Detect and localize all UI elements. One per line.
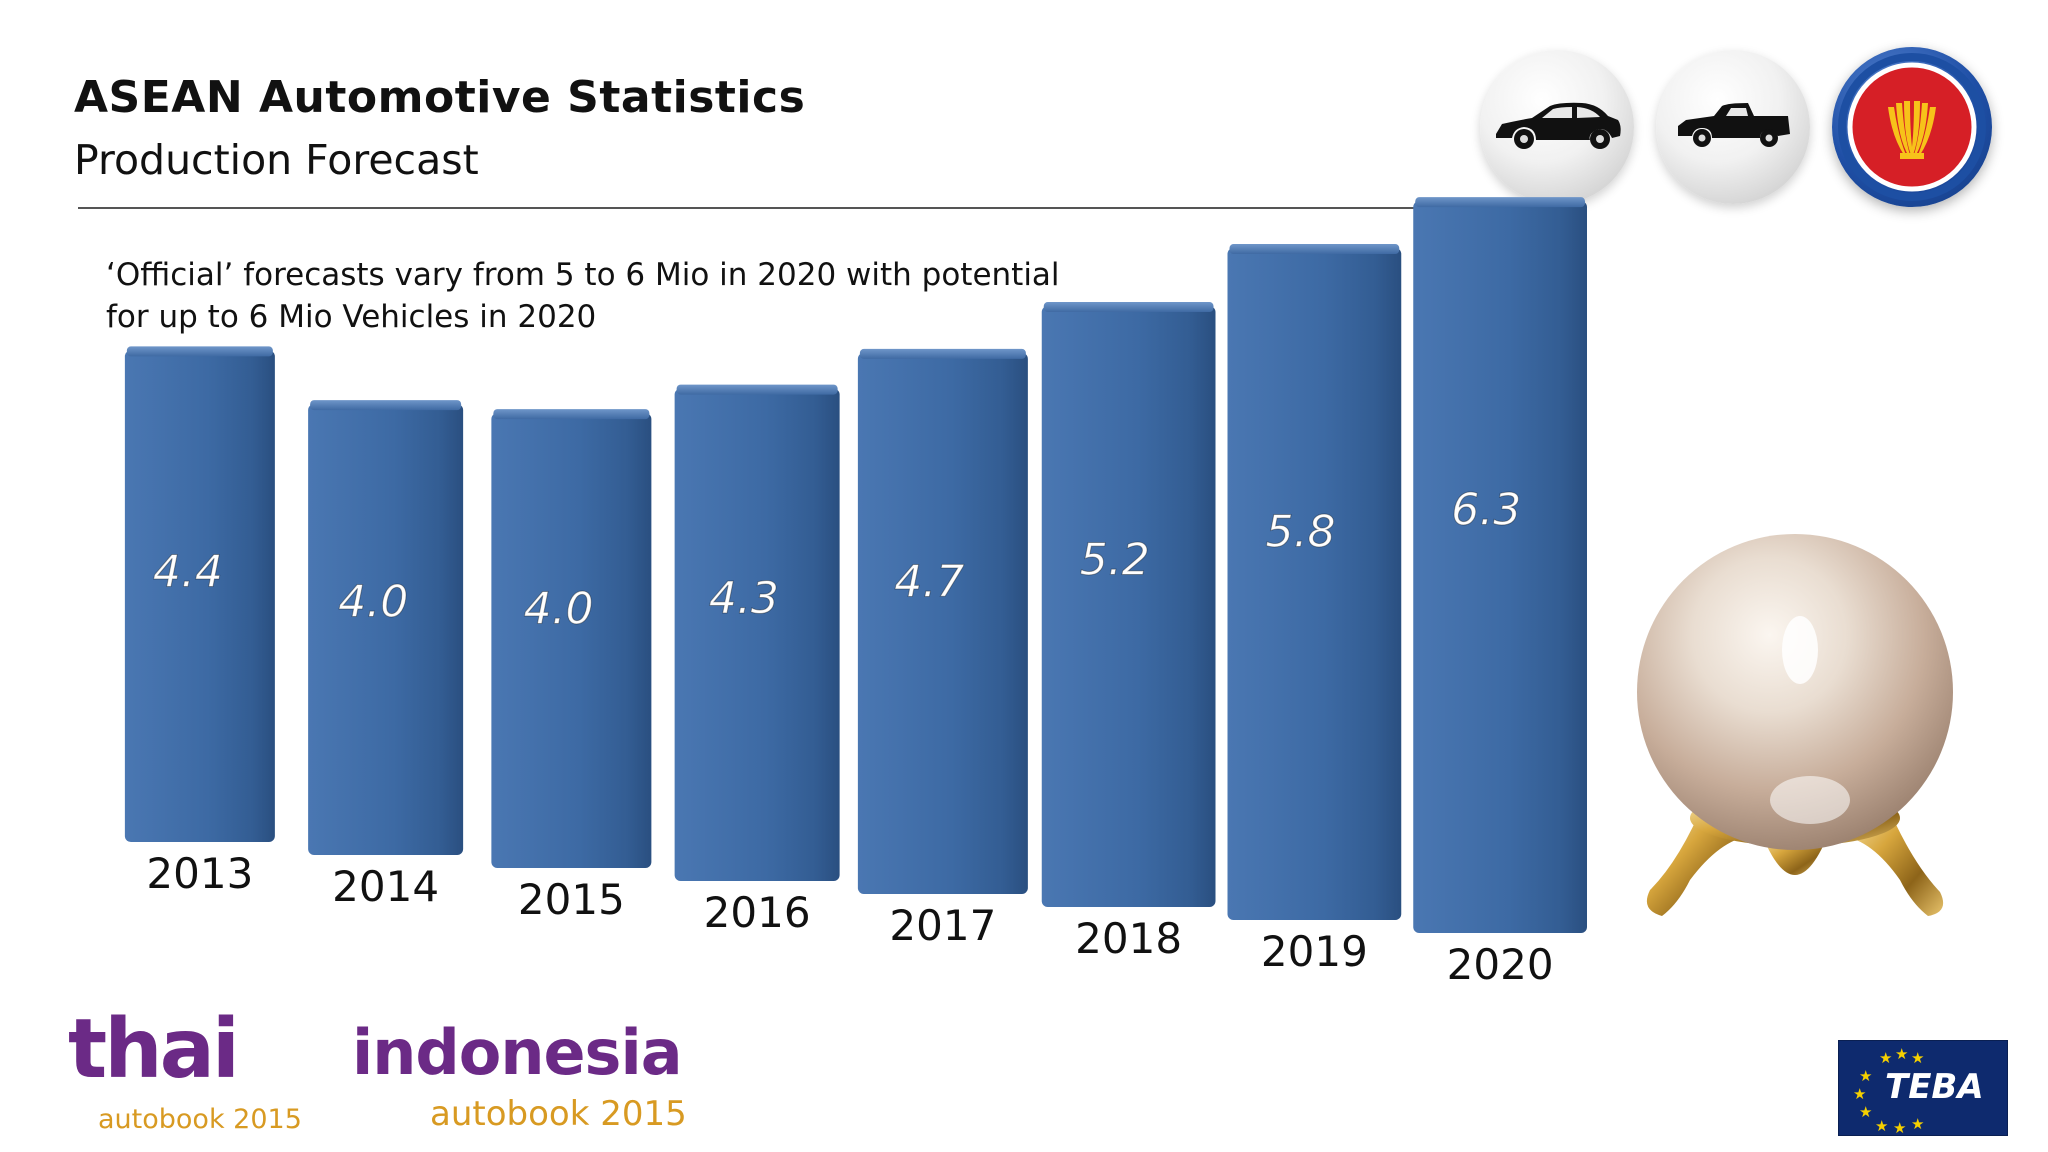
thai-autobook-logo: thai autobook 2015 xyxy=(68,1002,328,1140)
crystal-ball-icon xyxy=(1637,534,1953,916)
indonesia-logo-sub: autobook 2015 xyxy=(430,1094,687,1134)
forecast-note: ‘Official’ forecasts vary from 5 to 6 Mi… xyxy=(106,254,1066,338)
x-axis-year-label: 2017 xyxy=(889,901,996,950)
page-subtitle: Production Forecast xyxy=(74,136,479,184)
forecast-note-line-2: for up to 6 Mio Vehicles in 2020 xyxy=(106,299,597,335)
car-badge xyxy=(1480,50,1634,204)
car-icon xyxy=(1496,102,1621,149)
svg-text:★: ★ xyxy=(1911,1049,1924,1067)
bar-cap-2014 xyxy=(310,400,462,411)
bar-value-label: 6.3 xyxy=(1451,484,1521,535)
svg-text:★: ★ xyxy=(1895,1045,1908,1063)
bar-2020 xyxy=(1413,201,1587,933)
indonesia-autobook-logo: indonesia autobook 2015 xyxy=(352,1016,712,1150)
x-axis-year-label: 2019 xyxy=(1261,927,1368,976)
teba-logo-word: TEBA xyxy=(1885,1067,1984,1107)
svg-text:★: ★ xyxy=(1893,1119,1906,1135)
bar-value-label: 4.3 xyxy=(709,573,779,624)
asean-emblem-icon xyxy=(1838,53,1986,201)
bar-2013 xyxy=(124,350,275,842)
asean-badge xyxy=(1832,47,1992,207)
bar-2019 xyxy=(1227,248,1402,921)
pickup-badge xyxy=(1656,50,1810,204)
bar-cap-2018 xyxy=(1043,302,1214,313)
bar-value-label: 5.2 xyxy=(1080,535,1150,586)
bar-value-label: 4.4 xyxy=(153,546,223,597)
bar-value-label: 5.8 xyxy=(1265,507,1335,558)
bar-value-label: 4.7 xyxy=(894,557,964,608)
forecast-note-line-1: ‘Official’ forecasts vary from 5 to 6 Mi… xyxy=(106,257,1060,293)
teba-logo: ★ ★ ★ ★ ★ ★ ★ ★ ★ TEBA xyxy=(1838,1040,2008,1136)
page-title: ASEAN Automotive Statistics xyxy=(74,72,806,123)
bar-2016 xyxy=(674,388,840,881)
bar-value-label: 4.0 xyxy=(524,583,594,634)
bar-cap-2016 xyxy=(676,384,838,395)
x-axis-year-label: 2015 xyxy=(518,875,625,924)
x-axis-year-label: 2020 xyxy=(1447,940,1554,989)
bar-2014 xyxy=(308,404,464,855)
indonesia-logo-word: indonesia xyxy=(352,1016,683,1089)
pickup-truck-icon xyxy=(1678,103,1790,147)
bar-cap-2020 xyxy=(1415,197,1585,208)
bar-2018 xyxy=(1041,306,1216,907)
svg-text:★: ★ xyxy=(1911,1115,1924,1133)
x-axis-year-label: 2016 xyxy=(704,888,811,937)
x-axis-year-label: 2013 xyxy=(146,849,253,898)
thai-logo-sub: autobook 2015 xyxy=(98,1104,302,1135)
svg-text:★: ★ xyxy=(1879,1049,1892,1067)
title-divider xyxy=(78,207,1416,209)
x-axis-year-label: 2018 xyxy=(1075,914,1182,963)
svg-text:★: ★ xyxy=(1853,1085,1866,1103)
bar-cap-2013 xyxy=(126,346,273,357)
svg-text:★: ★ xyxy=(1875,1117,1888,1135)
bar-cap-2015 xyxy=(493,409,650,420)
x-axis-year-label: 2014 xyxy=(332,862,439,911)
eu-stars-icon: ★ ★ ★ ★★★ ★ ★ ★ xyxy=(1853,1045,1924,1135)
thai-logo-word: thai xyxy=(68,1002,240,1097)
bar-cap-2017 xyxy=(859,348,1026,359)
svg-text:★: ★ xyxy=(1859,1067,1872,1085)
bar-value-label: 4.0 xyxy=(338,577,408,628)
svg-text:★: ★ xyxy=(1859,1103,1872,1121)
bar-cap-2019 xyxy=(1229,244,1400,255)
bar-2015 xyxy=(491,413,652,868)
bar-2017 xyxy=(857,352,1028,894)
